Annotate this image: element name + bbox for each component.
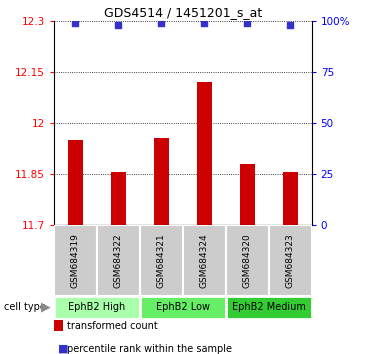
Text: GSM684322: GSM684322 (114, 233, 123, 287)
Bar (226, 296, 312, 319)
Bar (283, 172, 298, 225)
Text: ▶: ▶ (41, 301, 50, 314)
Point (287, 23, 293, 28)
Point (244, 21, 250, 26)
Bar (54, 296, 140, 319)
Bar (140, 296, 226, 319)
Point (72, 21, 78, 26)
Bar (226, 225, 269, 296)
Text: EphB2 Medium: EphB2 Medium (232, 302, 306, 312)
Bar (140, 225, 183, 296)
Bar (111, 172, 126, 225)
Text: cell type: cell type (4, 302, 46, 312)
Bar (269, 225, 312, 296)
Bar (68, 140, 83, 225)
Text: ■: ■ (58, 344, 68, 354)
Bar (183, 225, 226, 296)
Text: transformed count: transformed count (67, 321, 158, 331)
Point (158, 21, 164, 26)
Text: EphB2 Low: EphB2 Low (156, 302, 210, 312)
Bar (97, 225, 140, 296)
Text: EphB2 High: EphB2 High (68, 302, 125, 312)
Point (201, 21, 207, 26)
Text: GSM684323: GSM684323 (286, 233, 295, 287)
Text: GSM684321: GSM684321 (157, 233, 166, 287)
Text: GSM684320: GSM684320 (243, 233, 252, 287)
Text: GSM684324: GSM684324 (200, 233, 209, 287)
Bar (197, 82, 212, 225)
Title: GDS4514 / 1451201_s_at: GDS4514 / 1451201_s_at (104, 6, 262, 19)
Point (115, 23, 121, 28)
Bar (54, 225, 97, 296)
Text: percentile rank within the sample: percentile rank within the sample (67, 344, 232, 354)
Bar (154, 138, 169, 225)
Text: GSM684319: GSM684319 (71, 233, 80, 288)
Bar (240, 164, 255, 225)
